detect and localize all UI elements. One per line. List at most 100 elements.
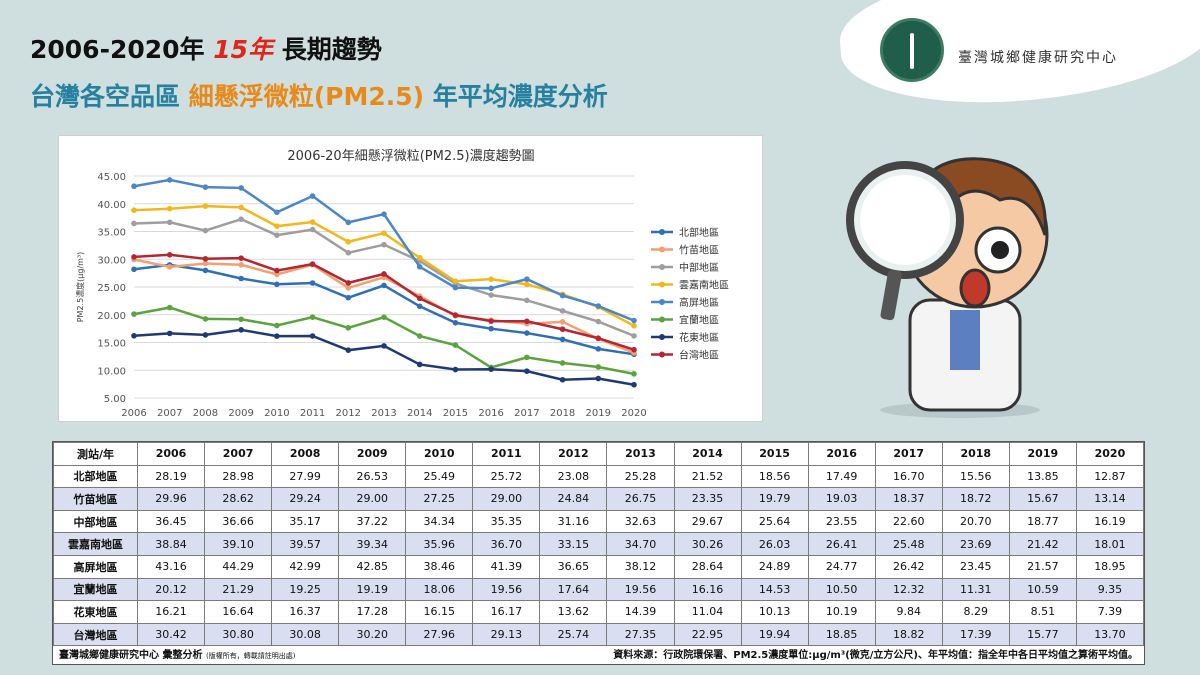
data-point <box>416 295 423 302</box>
data-point <box>416 255 423 261</box>
table-cell: 30.20 <box>338 622 407 647</box>
table-cell: 39.57 <box>271 532 340 556</box>
table-cell: 17.49 <box>807 464 876 489</box>
table-cell: 26.53 <box>338 464 407 489</box>
x-tick-label: 2008 <box>193 408 218 419</box>
table-header-year: 2009 <box>338 442 407 466</box>
table-cell: 18.95 <box>1075 554 1145 579</box>
data-point <box>595 375 602 382</box>
data-point <box>131 254 137 260</box>
data-point <box>345 285 352 291</box>
data-point <box>309 280 316 286</box>
title-line-2: 台灣各空品區 細懸浮微粒(PM2.5) 年平均濃度分析 <box>30 77 608 113</box>
y-tick-label: 20.00 <box>97 311 126 322</box>
x-tick-label: 2009 <box>228 408 253 419</box>
table-row: 雲嘉南地區 38.84 39.10 39.57 39.34 35.96 36.70 33.15… <box>53 532 1145 556</box>
data-point <box>488 285 494 292</box>
data-point <box>238 204 244 211</box>
table-cell: 17.64 <box>539 577 608 602</box>
data-table: 測站/年 2006 2007 2008 2009 2010 2011 2012 2013 2014… <box>52 441 1145 665</box>
table-cell: 31.16 <box>539 509 608 534</box>
x-tick-label: 2017 <box>514 408 539 419</box>
table-cell: 13.70 <box>1075 622 1145 647</box>
table-cell: 38.84 <box>136 532 206 556</box>
table-cell: 30.42 <box>136 622 206 647</box>
table-cell: 35.96 <box>405 532 474 556</box>
table-cell: 41.39 <box>472 554 541 579</box>
table-cell: 25.28 <box>606 464 675 489</box>
data-point <box>488 325 494 332</box>
table-row-label: 雲嘉南地區 <box>53 532 138 556</box>
table-header-year: 2014 <box>673 442 742 466</box>
data-point <box>416 263 423 270</box>
x-tick-label: 2020 <box>621 408 646 419</box>
table-cell: 33.15 <box>539 532 608 556</box>
table-cell: 23.45 <box>941 554 1010 579</box>
legend-marker <box>659 351 665 358</box>
table-cell: 26.41 <box>807 532 876 556</box>
data-point <box>595 346 602 352</box>
data-point <box>452 278 459 285</box>
data-point <box>524 297 530 304</box>
y-axis-label: PM2.5濃度(μg/m³) <box>75 252 85 323</box>
table-header-year: 2016 <box>807 442 876 466</box>
data-point <box>345 280 352 286</box>
table-row-label: 花東地區 <box>53 600 138 624</box>
table-cell: 25.64 <box>740 509 809 534</box>
data-point <box>131 207 137 213</box>
table-header-year: 2020 <box>1075 442 1145 466</box>
x-tick-label: 2014 <box>407 408 432 419</box>
data-point <box>345 347 352 353</box>
table-cell: 43.16 <box>136 554 206 579</box>
table-header-year: 2011 <box>472 442 541 466</box>
data-point <box>524 276 530 282</box>
data-point <box>345 219 352 226</box>
data-point <box>274 267 280 274</box>
table-cell: 18.37 <box>874 487 943 511</box>
table-row: 花東地區 16.21 16.64 16.37 17.28 16.15 16.17 13.62 1… <box>53 600 1145 624</box>
title-line-1-accent: 15年 <box>213 35 274 64</box>
x-tick-label: 2006 <box>121 408 146 419</box>
table-footer: 臺灣城鄉健康研究中心 彙整分析 (版權所有，轉載請註明出處) 資料來源：行政院環… <box>53 646 1144 666</box>
data-point <box>381 314 387 320</box>
data-point <box>238 316 244 323</box>
data-point <box>202 267 209 274</box>
data-point <box>416 303 423 310</box>
table-cell: 18.06 <box>405 577 474 602</box>
data-point <box>452 319 459 326</box>
table-cell: 11.04 <box>673 600 742 624</box>
table-header-year: 2019 <box>1008 442 1077 466</box>
table-row-label: 台灣地區 <box>53 622 138 647</box>
data-point <box>631 333 637 339</box>
table-cell: 13.14 <box>1075 487 1145 511</box>
data-point <box>452 312 459 318</box>
table-cell: 24.84 <box>539 487 608 511</box>
data-point <box>131 183 137 190</box>
data-point <box>381 271 387 277</box>
table-cell: 21.57 <box>1008 554 1077 579</box>
y-tick-label: 10.00 <box>97 366 126 377</box>
table-cell: 10.13 <box>740 600 809 624</box>
table-cell: 38.46 <box>405 554 474 579</box>
table-cell: 19.94 <box>740 622 809 647</box>
data-point <box>595 335 602 342</box>
table-cell: 27.35 <box>606 622 675 647</box>
table-cell: 16.16 <box>673 577 742 602</box>
magnifier-handle <box>880 269 902 321</box>
table-header-year: 2007 <box>204 442 273 466</box>
data-point <box>631 381 637 388</box>
table-cell: 28.64 <box>673 554 742 579</box>
title-line-1-b: 長期趨勢 <box>281 35 382 64</box>
legend-label: 中部地區 <box>679 261 719 274</box>
data-point <box>559 336 566 343</box>
table-cell: 16.37 <box>271 600 340 624</box>
table-row-label: 竹苗地區 <box>53 487 138 511</box>
table-cell: 27.25 <box>405 487 474 511</box>
table-header-label: 測站/年 <box>53 442 138 466</box>
data-point <box>631 346 637 353</box>
table-cell: 21.42 <box>1008 532 1077 556</box>
legend-label: 北部地區 <box>679 226 719 239</box>
x-tick-label: 2011 <box>300 408 325 419</box>
data-point <box>238 255 244 261</box>
data-point <box>274 209 280 216</box>
